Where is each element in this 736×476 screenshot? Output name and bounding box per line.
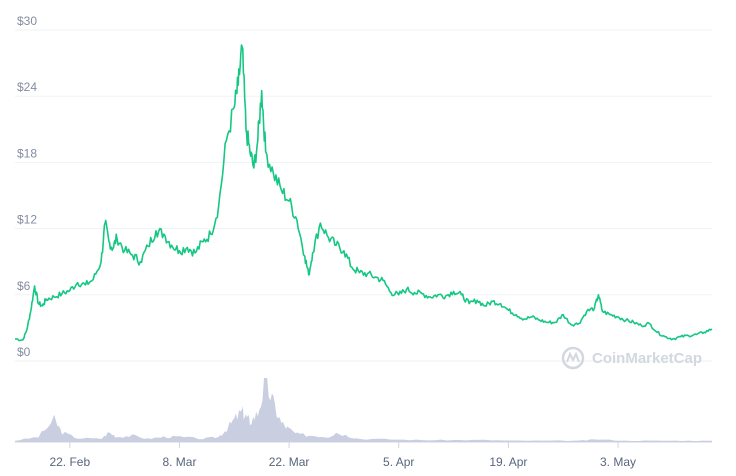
coinmarketcap-logo-mark (566, 351, 580, 363)
volume-series-area (15, 378, 712, 442)
watermark-text: CoinMarketCap (592, 350, 702, 367)
x-tick-label: 8. Mar (162, 455, 196, 469)
y-tick-label: $24 (17, 80, 37, 94)
x-tick-label: 22. Mar (269, 455, 310, 469)
x-tick-label: 22. Feb (49, 455, 90, 469)
volume-area (15, 378, 712, 442)
x-tick-label: 5. Apr (383, 455, 414, 469)
grid-lines (15, 29, 712, 443)
x-axis-ticks: 22. Feb 8. Mar 22. Mar 5. Apr 19. Apr 3. May (49, 442, 636, 469)
price-line-group (14, 44, 713, 342)
coinmarketcap-logo-icon (561, 346, 585, 370)
y-tick-label: $30 (17, 14, 37, 28)
x-tick-label: 3. May (600, 455, 636, 469)
y-tick-label: $12 (17, 213, 37, 227)
coinmarketcap-watermark: CoinMarketCap (561, 346, 702, 370)
y-tick-label: $0 (17, 345, 31, 359)
y-tick-label: $6 (17, 279, 31, 293)
price-series-line (14, 44, 713, 342)
x-tick-label: 19. Apr (489, 455, 527, 469)
y-axis-ticks: $0 $6 $12 $18 $24 $30 (17, 14, 37, 359)
y-tick-label: $18 (17, 146, 37, 160)
